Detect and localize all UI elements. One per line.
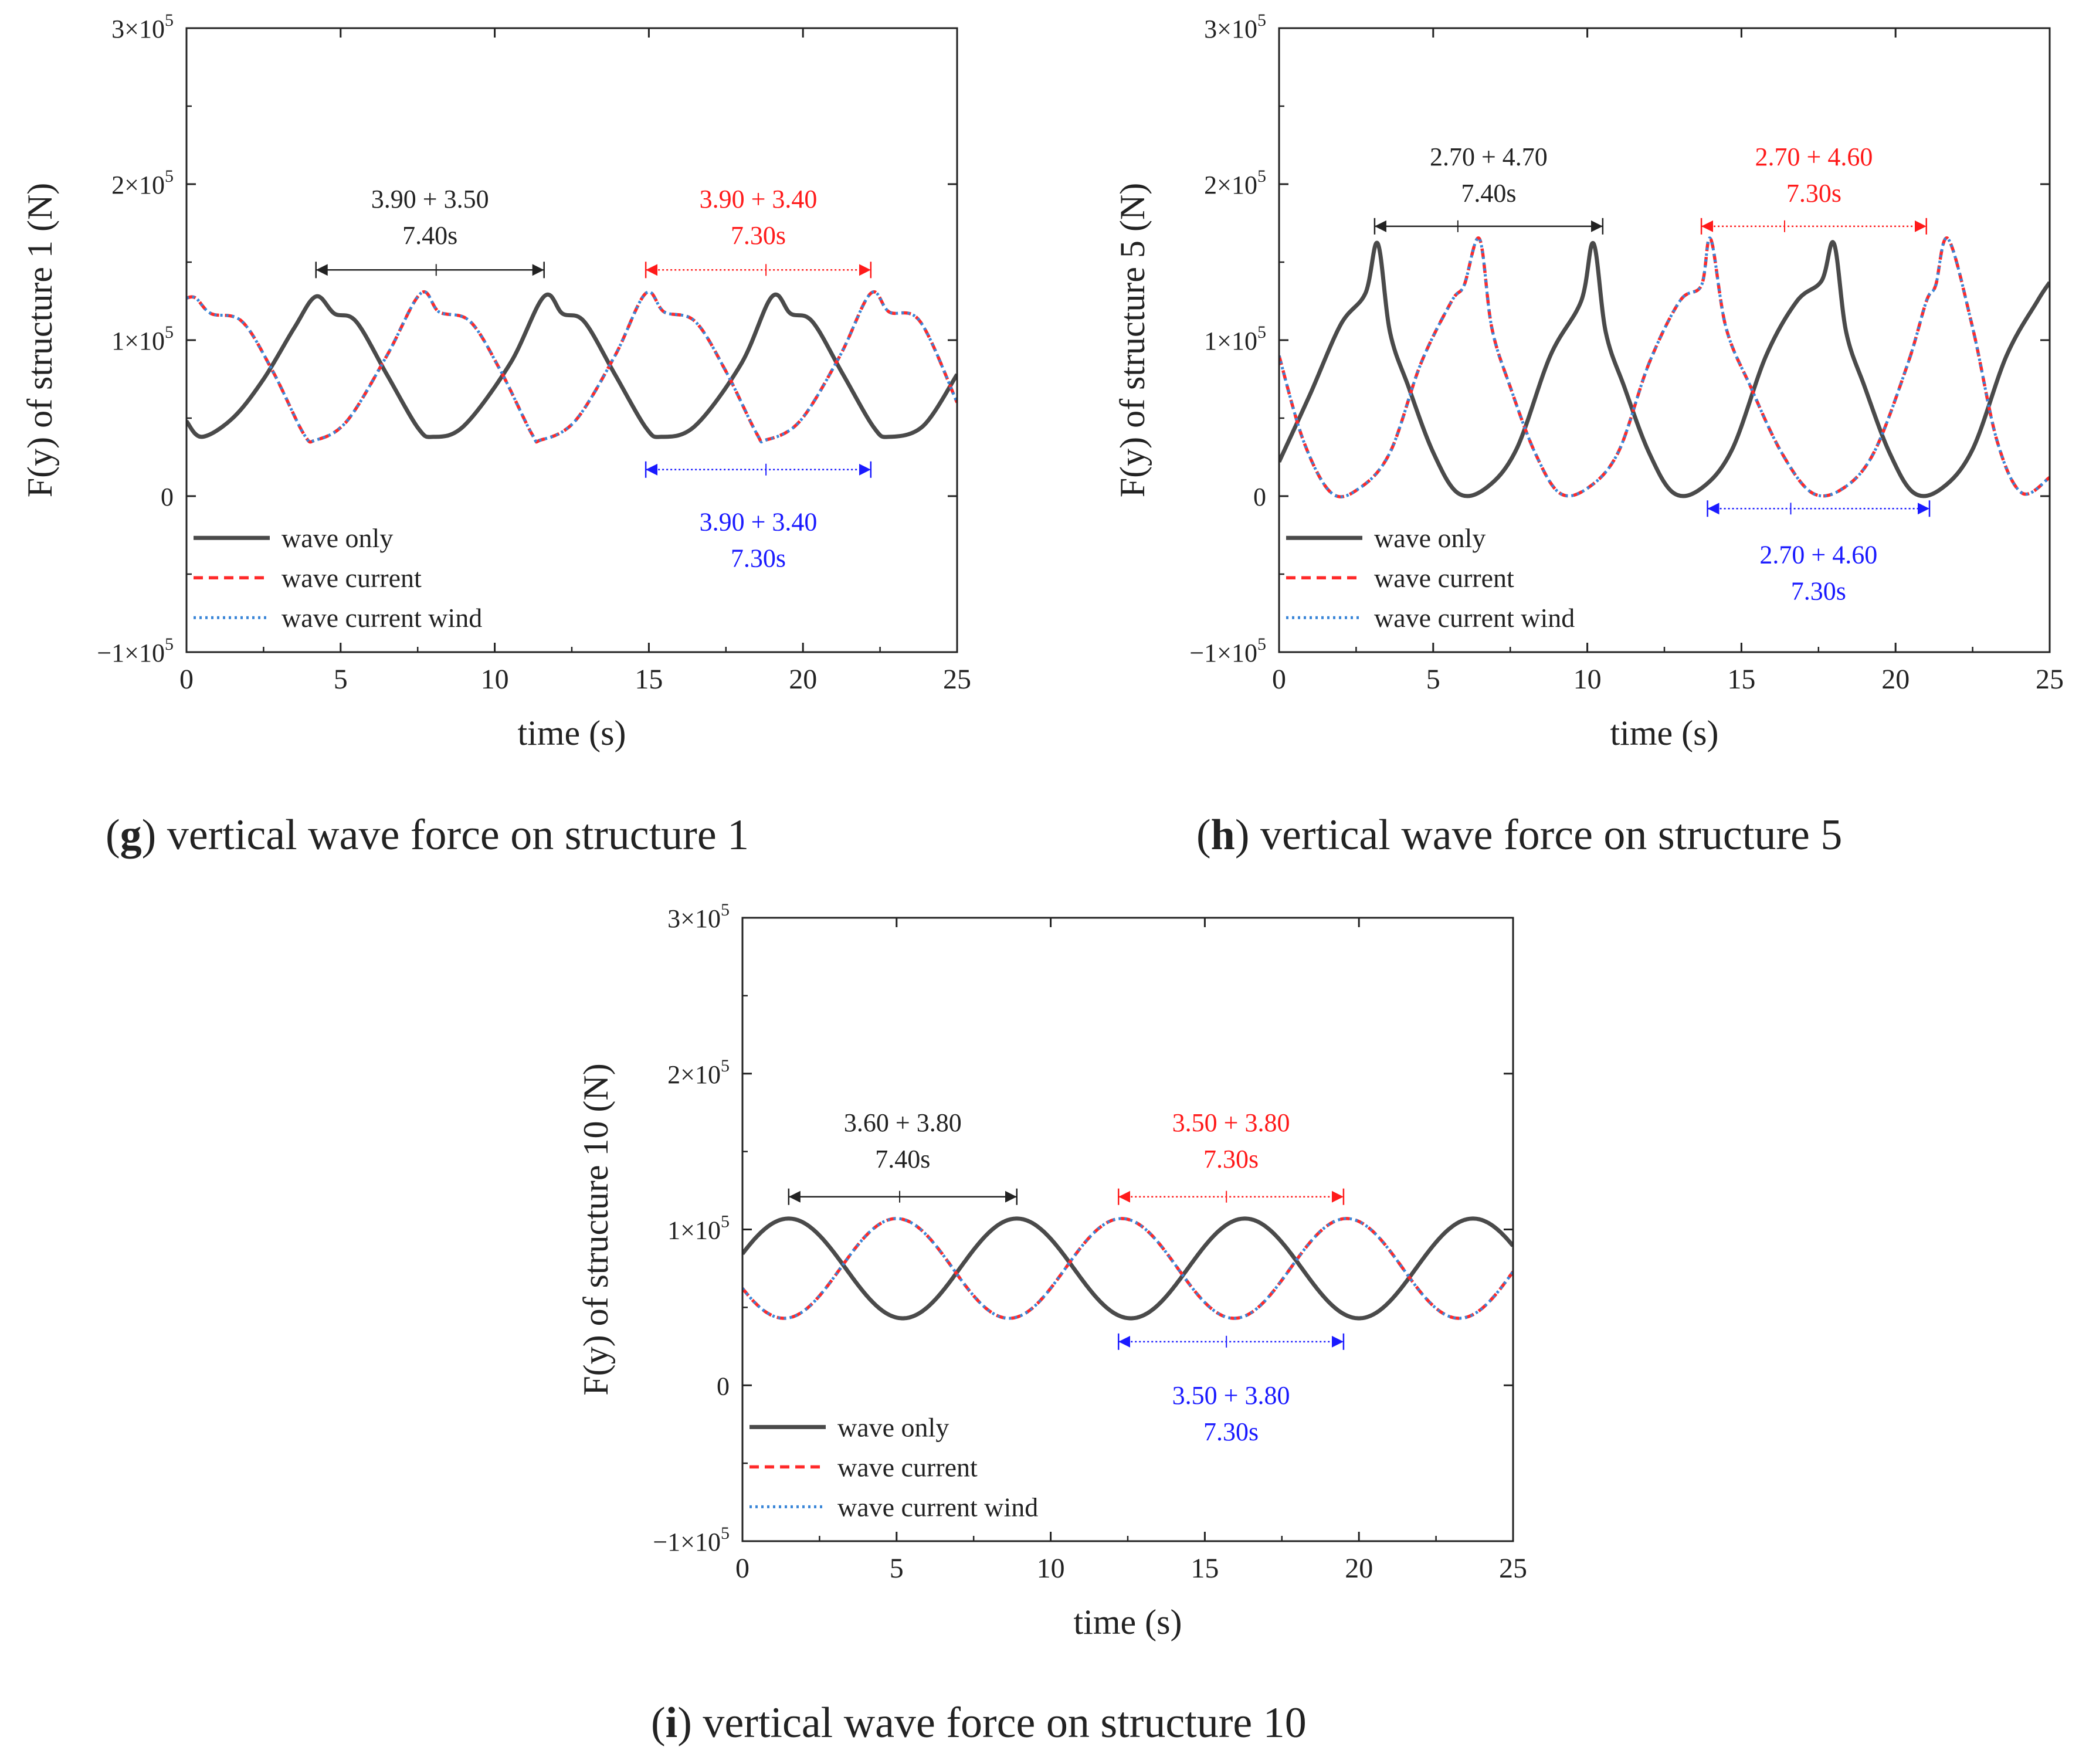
series-group bbox=[742, 1216, 1513, 1321]
y-tick-label: −1×105 bbox=[97, 635, 174, 667]
y-axis-label: F(y) of structure 5 (N) bbox=[1113, 183, 1152, 498]
series-line-wave-current-wind bbox=[742, 1217, 1513, 1320]
annotation-text: 2.70 + 4.70 bbox=[1430, 143, 1548, 171]
annotation-text: 2.70 + 4.60 bbox=[1759, 540, 1877, 569]
annotation-text: 7.40s bbox=[402, 221, 457, 250]
legend-label: wave only bbox=[1374, 523, 1486, 553]
series-line-wave-current-wind bbox=[1279, 236, 2050, 498]
x-tick-label: 20 bbox=[789, 664, 817, 695]
x-tick-label: 0 bbox=[735, 1553, 749, 1584]
y-axis-label: F(y) of structure 1 (N) bbox=[21, 183, 59, 498]
annotation-text: 7.30s bbox=[731, 544, 786, 573]
caption-i: (i) vertical wave force on structure 10 bbox=[651, 1699, 1307, 1747]
x-axis-label: time (s) bbox=[518, 714, 626, 752]
series-group bbox=[186, 290, 957, 444]
plot-frame bbox=[741, 917, 1514, 1542]
annotation-text: 3.90 + 3.40 bbox=[700, 185, 818, 213]
x-tick-label: 5 bbox=[334, 664, 348, 695]
series-line-wave-current bbox=[1279, 236, 2050, 498]
y-tick-label: 1×105 bbox=[111, 323, 174, 355]
y-tick-label: 2×105 bbox=[1204, 167, 1266, 199]
y-tick-label: 1×105 bbox=[667, 1212, 730, 1245]
legend-label: wave current wind bbox=[837, 1492, 1038, 1522]
x-tick-label: 5 bbox=[1426, 664, 1440, 695]
x-axis-label: time (s) bbox=[1610, 714, 1719, 752]
x-tick-label: 25 bbox=[943, 664, 971, 695]
legend-label: wave current bbox=[282, 563, 422, 593]
x-axis-label: time (s) bbox=[1074, 1603, 1182, 1641]
y-tick-label: 3×105 bbox=[111, 11, 174, 43]
plot-frame bbox=[1278, 27, 2051, 653]
y-tick-label: −1×105 bbox=[1189, 635, 1266, 667]
series-line-wave-only bbox=[186, 293, 957, 439]
y-axis-label: F(y) of structure 10 (N) bbox=[576, 1063, 615, 1396]
x-tick-label: 15 bbox=[635, 664, 663, 695]
annotation-text: 7.30s bbox=[1786, 179, 1841, 208]
series-group bbox=[1279, 236, 2050, 498]
x-tick-label: 20 bbox=[1345, 1553, 1373, 1584]
x-tick-label: 15 bbox=[1191, 1553, 1219, 1584]
annotation-text: 3.50 + 3.80 bbox=[1172, 1381, 1290, 1410]
series-line-wave-only bbox=[742, 1216, 1513, 1321]
annotation-text: 3.90 + 3.50 bbox=[371, 185, 489, 213]
legend-label: wave only bbox=[837, 1412, 949, 1442]
legend-label: wave current wind bbox=[1374, 603, 1575, 633]
x-tick-label: 0 bbox=[179, 664, 194, 695]
y-tick-label: 2×105 bbox=[111, 167, 174, 199]
annotation-text: 3.60 + 3.80 bbox=[844, 1108, 962, 1137]
y-tick-label: 3×105 bbox=[667, 900, 730, 933]
x-tick-label: 10 bbox=[1573, 664, 1602, 695]
x-tick-label: 5 bbox=[890, 1553, 904, 1584]
annotation-text: 7.30s bbox=[1791, 576, 1846, 605]
legend-label: wave only bbox=[282, 523, 393, 553]
x-tick-label: 15 bbox=[1727, 664, 1755, 695]
x-tick-label: 0 bbox=[1272, 664, 1286, 695]
annotation-text: 3.90 + 3.40 bbox=[700, 508, 818, 537]
legend-label: wave current bbox=[837, 1452, 978, 1482]
series-line-wave-current bbox=[742, 1217, 1513, 1320]
y-tick-label: 2×105 bbox=[667, 1056, 730, 1089]
x-tick-label: 25 bbox=[2036, 664, 2064, 695]
y-tick-label: 0 bbox=[161, 483, 174, 511]
x-tick-label: 20 bbox=[1881, 664, 1910, 695]
annotation-text: 3.50 + 3.80 bbox=[1172, 1108, 1290, 1137]
y-tick-label: 3×105 bbox=[1204, 11, 1266, 43]
x-tick-label: 10 bbox=[1037, 1553, 1065, 1584]
y-tick-label: 0 bbox=[1253, 483, 1266, 511]
y-tick-label: −1×105 bbox=[653, 1524, 730, 1556]
annotation-text: 2.70 + 4.60 bbox=[1755, 143, 1873, 171]
legend-label: wave current wind bbox=[282, 603, 482, 633]
annotation-text: 7.30s bbox=[1203, 1417, 1259, 1446]
y-tick-label: 0 bbox=[717, 1372, 730, 1400]
series-line-wave-only bbox=[1279, 240, 2050, 498]
x-tick-label: 10 bbox=[481, 664, 509, 695]
annotation-text: 7.40s bbox=[1461, 179, 1516, 208]
x-tick-label: 25 bbox=[1499, 1553, 1527, 1584]
annotation-text: 7.30s bbox=[731, 221, 786, 250]
plot-frame bbox=[185, 27, 958, 653]
legend-label: wave current bbox=[1374, 563, 1514, 593]
annotation-text: 7.40s bbox=[875, 1145, 930, 1173]
caption-h: (h) vertical wave force on structure 5 bbox=[1196, 811, 1842, 859]
y-tick-label: 1×105 bbox=[1204, 323, 1266, 355]
caption-g: (g) vertical wave force on structure 1 bbox=[106, 811, 749, 859]
annotation-text: 7.30s bbox=[1203, 1145, 1259, 1173]
